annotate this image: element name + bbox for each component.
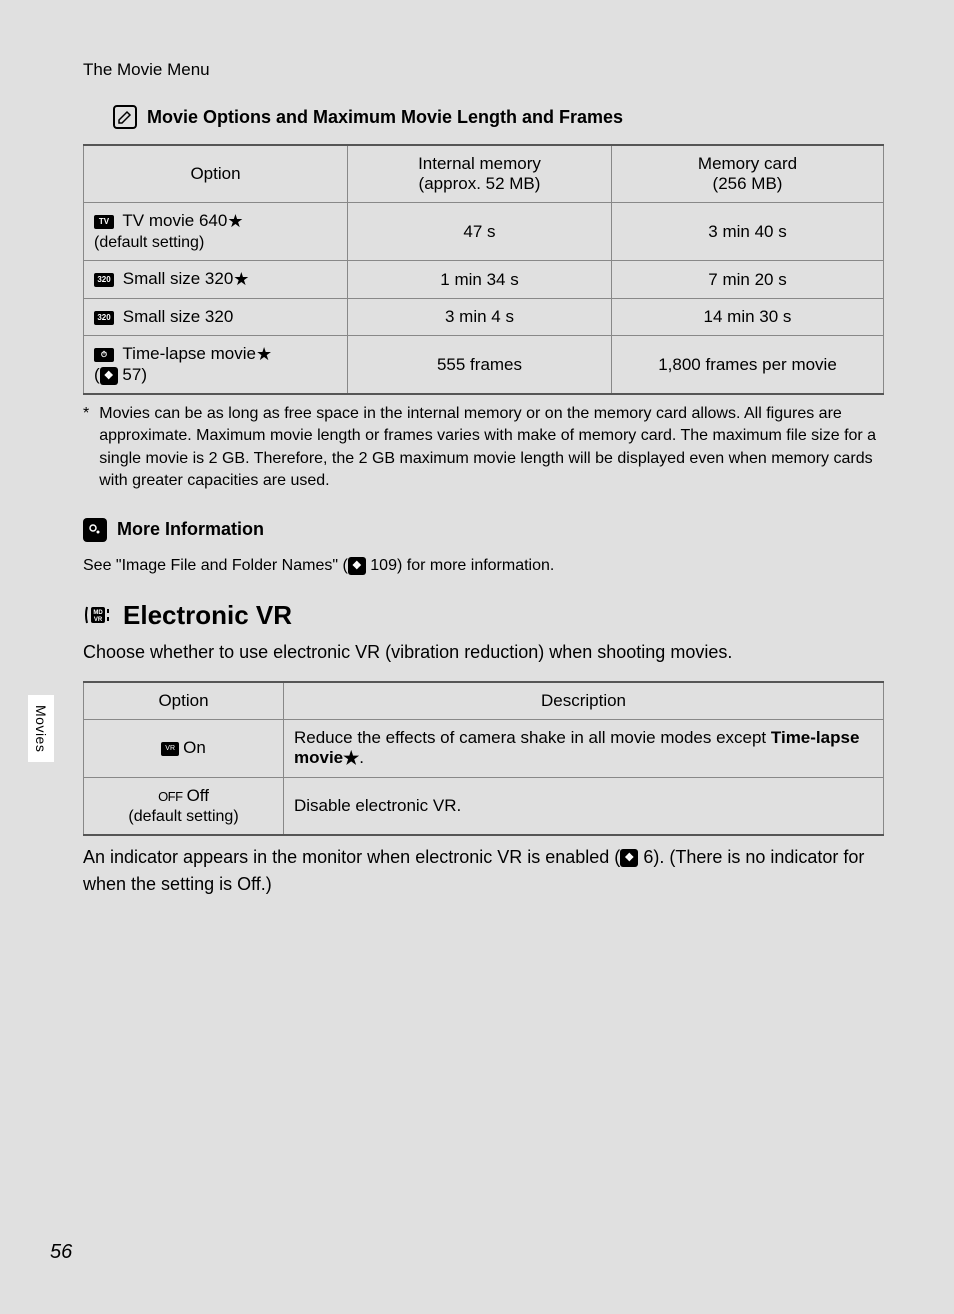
vr-outro: An indicator appears in the monitor when… [83,844,884,898]
info-icon [83,518,107,542]
movie-options-table: Option Internal memory (approx. 52 MB) M… [83,144,884,395]
card-cell: 14 min 30 s [612,299,884,336]
col-card: Memory card (256 MB) [612,145,884,203]
internal-cell: 47 s [348,203,612,261]
section-heading-more-info: More Information [83,518,884,542]
card-cell: 3 min 40 s [612,203,884,261]
vr-on-icon: VR [161,742,179,756]
card-cell: 7 min 20 s [612,261,884,299]
internal-cell: 3 min 4 s [348,299,612,336]
internal-cell: 1 min 34 s [348,261,612,299]
table-row: 320 Small size 320 3 min 4 s 14 min 30 s [84,299,884,336]
col-internal: Internal memory (approx. 52 MB) [348,145,612,203]
page-content: Movie Options and Maximum Movie Length a… [83,105,884,898]
electronic-vr-icon: MD VR [83,603,115,627]
card-cell: 1,800 frames per movie [612,336,884,395]
manual-page: Movies The Movie Menu Movie Options and … [0,0,954,1314]
option-cell: 320 Small size 320★ [84,261,348,299]
table-header-row: Option Internal memory (approx. 52 MB) M… [84,145,884,203]
table-row: TV TV movie 640★ (default setting) 47 s … [84,203,884,261]
col-option: Option [84,682,284,720]
star-icon: ★ [233,269,249,289]
section-title: Movie Options and Maximum Movie Length a… [147,107,623,128]
table-header-row: Option Description [84,682,884,720]
footnote-mark: * [83,403,89,493]
option-cell: OFFOff (default setting) [84,777,284,835]
col-description: Description [284,682,884,720]
section-title: Electronic VR [123,600,292,631]
page-header: The Movie Menu [83,60,884,80]
table-row: OFFOff (default setting) Disable electro… [84,777,884,835]
col-option: Option [84,145,348,203]
footnote: * Movies can be as long as free space in… [83,403,884,493]
svg-text:MD: MD [93,610,103,616]
table-row: VROn Reduce the effects of camera shake … [84,719,884,777]
vr-options-table: Option Description VROn Reduce the effec… [83,681,884,836]
vr-intro: Choose whether to use electronic VR (vib… [83,639,884,666]
page-ref-icon: ❖ [100,367,118,385]
option-cell: ⏱ Time-lapse movie★ (❖ 57) [84,336,348,395]
option-cell: VROn [84,719,284,777]
option-cell: 320 Small size 320 [84,299,348,336]
page-ref-icon: ❖ [620,849,638,867]
section-title: More Information [117,519,264,540]
more-info-text: See "Image File and Folder Names" (❖ 109… [83,557,884,575]
timelapse-icon: ⏱ [94,348,114,362]
description-cell: Reduce the effects of camera shake in al… [284,719,884,777]
pencil-note-icon [113,105,137,129]
table-row: 320 Small size 320★ 1 min 34 s 7 min 20 … [84,261,884,299]
tv-movie-icon: TV [94,215,114,229]
page-number: 56 [50,1241,72,1264]
svg-text:VR: VR [94,617,103,623]
section-heading-electronic-vr: MD VR Electronic VR [83,600,884,631]
page-ref-icon: ❖ [348,557,366,575]
off-icon: OFF [158,789,183,804]
side-tab-movies: Movies [28,695,54,762]
star-icon: ★ [343,748,359,768]
star-icon: ★ [227,211,243,231]
footnote-text: Movies can be as long as free space in t… [99,403,884,493]
description-cell: Disable electronic VR. [284,777,884,835]
internal-cell: 555 frames [348,336,612,395]
small-size-icon: 320 [94,273,114,287]
option-cell: TV TV movie 640★ (default setting) [84,203,348,261]
section-heading-movie-options: Movie Options and Maximum Movie Length a… [113,105,884,129]
star-icon: ★ [256,344,272,364]
table-row: ⏱ Time-lapse movie★ (❖ 57) 555 frames 1,… [84,336,884,395]
small-size-icon: 320 [94,311,114,325]
